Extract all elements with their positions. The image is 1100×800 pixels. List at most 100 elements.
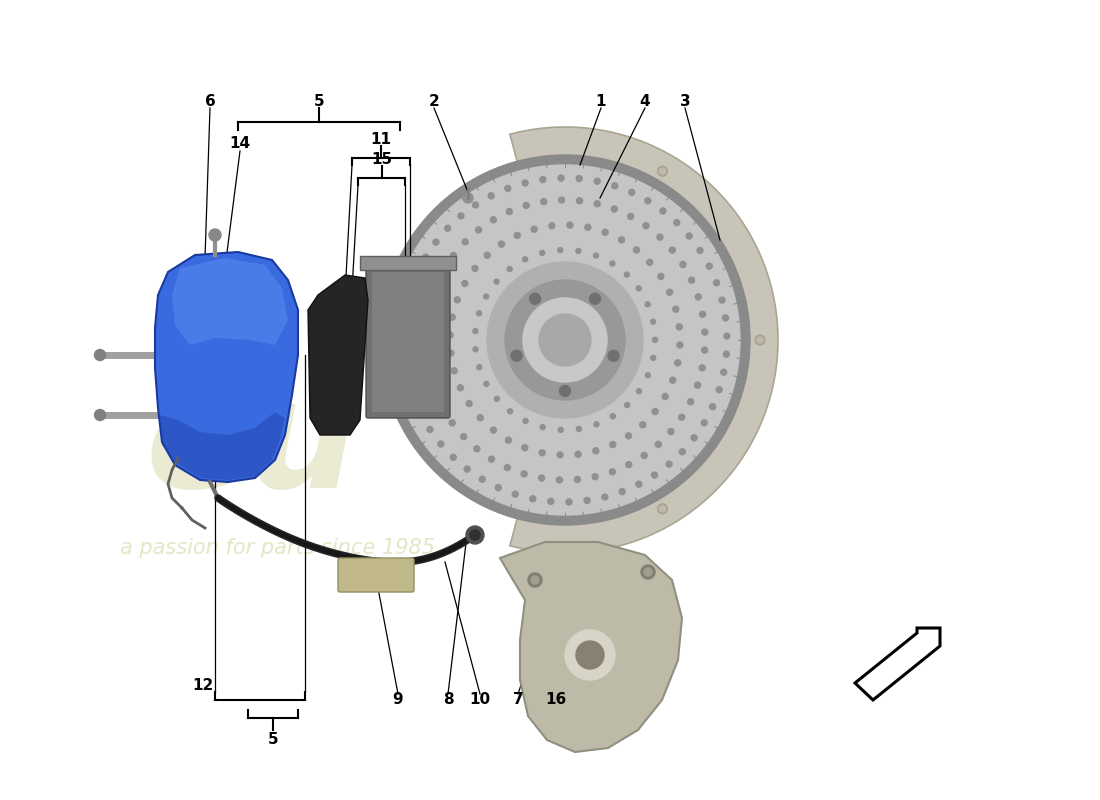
Circle shape — [618, 237, 625, 243]
Circle shape — [680, 262, 686, 267]
Circle shape — [505, 186, 510, 191]
Circle shape — [594, 178, 601, 184]
Circle shape — [450, 454, 456, 460]
Circle shape — [593, 448, 598, 454]
Circle shape — [676, 324, 682, 330]
Circle shape — [702, 329, 707, 335]
Circle shape — [686, 233, 692, 239]
Circle shape — [541, 198, 547, 205]
Circle shape — [629, 190, 635, 195]
Circle shape — [466, 401, 472, 406]
Circle shape — [557, 452, 563, 458]
Circle shape — [484, 382, 488, 386]
Circle shape — [610, 414, 615, 418]
Polygon shape — [155, 252, 298, 482]
Text: 10: 10 — [470, 693, 491, 707]
Circle shape — [447, 332, 453, 338]
Circle shape — [521, 445, 528, 450]
Polygon shape — [308, 275, 369, 435]
Circle shape — [658, 274, 664, 279]
Text: 15: 15 — [371, 153, 392, 167]
Circle shape — [433, 239, 439, 245]
Circle shape — [524, 202, 529, 209]
Circle shape — [640, 422, 646, 428]
Circle shape — [449, 420, 455, 426]
Circle shape — [476, 365, 482, 370]
Circle shape — [688, 398, 694, 405]
Circle shape — [658, 166, 668, 176]
Circle shape — [590, 294, 601, 304]
Circle shape — [507, 266, 513, 271]
Circle shape — [646, 373, 650, 378]
Circle shape — [674, 360, 681, 366]
Circle shape — [650, 319, 656, 324]
Circle shape — [626, 462, 631, 468]
Circle shape — [641, 565, 654, 579]
Circle shape — [410, 394, 417, 400]
Circle shape — [402, 359, 407, 365]
Circle shape — [427, 301, 433, 306]
Circle shape — [427, 371, 432, 378]
Circle shape — [418, 411, 424, 417]
Text: 16: 16 — [546, 693, 566, 707]
Polygon shape — [855, 628, 940, 700]
Circle shape — [558, 175, 564, 181]
Circle shape — [461, 434, 466, 440]
Circle shape — [540, 177, 546, 182]
Circle shape — [680, 449, 685, 454]
Circle shape — [438, 441, 443, 447]
Circle shape — [480, 476, 485, 482]
Circle shape — [432, 389, 438, 394]
Circle shape — [484, 252, 491, 258]
Circle shape — [390, 165, 740, 515]
Circle shape — [379, 155, 750, 525]
Circle shape — [720, 369, 727, 375]
Circle shape — [494, 396, 499, 402]
Circle shape — [575, 451, 581, 458]
Circle shape — [505, 280, 625, 400]
Circle shape — [531, 576, 539, 584]
FancyBboxPatch shape — [366, 266, 450, 418]
Circle shape — [576, 426, 582, 431]
Circle shape — [651, 472, 658, 478]
Circle shape — [498, 241, 505, 247]
Circle shape — [584, 498, 590, 503]
Circle shape — [667, 461, 672, 467]
Text: 11: 11 — [371, 133, 392, 147]
Circle shape — [470, 530, 480, 540]
Circle shape — [714, 280, 719, 286]
Circle shape — [539, 314, 591, 366]
Circle shape — [669, 247, 675, 253]
Circle shape — [657, 234, 663, 240]
Circle shape — [660, 506, 666, 512]
Text: 4: 4 — [640, 94, 650, 110]
Circle shape — [652, 338, 658, 342]
Circle shape — [458, 213, 464, 219]
Circle shape — [529, 294, 540, 304]
FancyBboxPatch shape — [338, 558, 414, 592]
Circle shape — [636, 481, 641, 487]
Circle shape — [472, 266, 477, 271]
Circle shape — [668, 429, 674, 434]
Circle shape — [724, 351, 729, 358]
Circle shape — [450, 253, 456, 258]
Circle shape — [558, 248, 563, 253]
Circle shape — [594, 253, 598, 258]
Circle shape — [415, 270, 420, 276]
Text: 6: 6 — [205, 94, 216, 110]
Text: a passion for parts since 1985: a passion for parts since 1985 — [120, 538, 434, 558]
Circle shape — [404, 305, 409, 311]
Circle shape — [757, 337, 763, 343]
Circle shape — [440, 267, 447, 274]
Circle shape — [522, 180, 528, 186]
Circle shape — [524, 418, 528, 423]
Circle shape — [484, 294, 488, 299]
Circle shape — [652, 409, 658, 414]
Circle shape — [424, 318, 429, 324]
Text: 2: 2 — [429, 94, 439, 110]
Circle shape — [491, 217, 496, 222]
Circle shape — [427, 426, 433, 433]
Circle shape — [440, 405, 446, 410]
Text: eu: eu — [145, 370, 358, 519]
Circle shape — [634, 247, 639, 253]
